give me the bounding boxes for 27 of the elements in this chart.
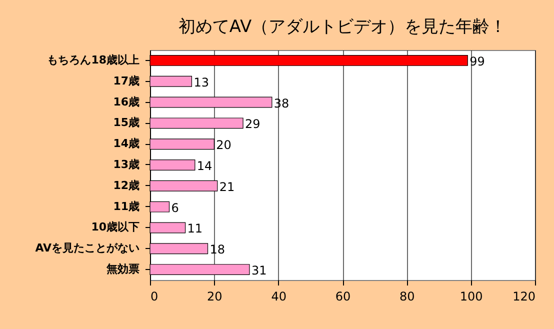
x-tick-label: 80 — [400, 290, 415, 304]
x-tick-label: 120 — [512, 290, 536, 304]
y-tick-label: 12歳 — [113, 178, 140, 192]
data-label: 31 — [251, 264, 267, 278]
x-tick-label: 40 — [271, 290, 286, 304]
chart-title: 初めてAV（アダルトビデオ）を見た年齢！ — [178, 17, 507, 37]
y-tick-label: 11歳 — [113, 200, 140, 213]
data-label: 20 — [216, 138, 232, 152]
y-tick-label: 15歳 — [113, 116, 140, 130]
y-tick-label: 13歳 — [113, 158, 140, 171]
x-tick-label: 100 — [460, 290, 483, 304]
data-label: 11 — [187, 222, 203, 236]
x-tick-label: 60 — [335, 290, 351, 304]
data-label: 21 — [219, 180, 235, 194]
data-label: 6 — [171, 200, 179, 215]
x-tick-label: 20 — [207, 290, 222, 304]
y-tick-label: 16歳 — [113, 95, 140, 108]
y-tick-label: 14歳 — [113, 137, 140, 150]
data-label: 13 — [194, 75, 209, 90]
y-tick-label: AVを見たことがない — [35, 242, 140, 255]
x-tick-label: 0 — [150, 290, 158, 304]
data-label: 14 — [196, 159, 212, 173]
y-tick-label: 17歳 — [113, 74, 140, 88]
data-label: 29 — [245, 117, 260, 132]
y-tick-label: 無効票 — [106, 262, 140, 276]
y-tick-label: 10歳以下 — [91, 220, 140, 234]
y-tick-label: もちろん18歳以上 — [47, 53, 140, 66]
